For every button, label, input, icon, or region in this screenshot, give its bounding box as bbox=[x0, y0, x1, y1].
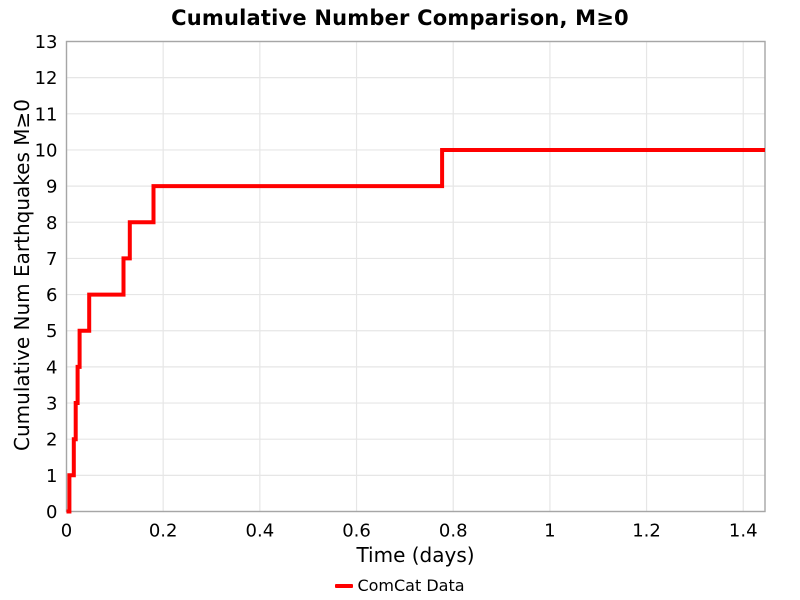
y-tick-label: 13 bbox=[35, 32, 58, 53]
y-tick-label: 0 bbox=[46, 502, 57, 523]
legend-line-swatch bbox=[335, 583, 354, 588]
y-tick-label: 1 bbox=[46, 466, 57, 487]
y-tick-label: 7 bbox=[46, 249, 57, 270]
y-tick-label: 6 bbox=[46, 285, 57, 306]
chart-title: Cumulative Number Comparison, M≥0 bbox=[171, 6, 629, 30]
legend: ComCat Data bbox=[0, 576, 800, 595]
x-tick-label: 0 bbox=[61, 521, 72, 542]
x-tick-label: 1 bbox=[544, 521, 555, 542]
y-tick-label: 3 bbox=[46, 394, 57, 415]
y-tick-label: 4 bbox=[46, 357, 57, 378]
y-tick-label: 5 bbox=[46, 321, 57, 342]
y-tick-label: 9 bbox=[46, 177, 57, 198]
x-tick-label: 0.2 bbox=[149, 521, 178, 542]
y-tick-label: 2 bbox=[46, 430, 57, 451]
x-tick-label: 0.6 bbox=[342, 521, 371, 542]
legend-label: ComCat Data bbox=[357, 576, 465, 595]
x-tick-label: 0.8 bbox=[439, 521, 468, 542]
comcat-step-line bbox=[66, 148, 765, 514]
x-axis-label: Time (days) bbox=[356, 543, 475, 567]
x-tick-label: 0.4 bbox=[246, 521, 275, 542]
x-tick-label: 1.4 bbox=[729, 521, 758, 542]
y-tick-label: 12 bbox=[35, 68, 58, 89]
y-tick-label: 10 bbox=[35, 140, 58, 161]
x-tick-label: 1.2 bbox=[632, 521, 661, 542]
y-tick-label: 8 bbox=[46, 213, 57, 234]
y-tick-label: 11 bbox=[35, 104, 58, 125]
plot-frame bbox=[65, 40, 766, 513]
